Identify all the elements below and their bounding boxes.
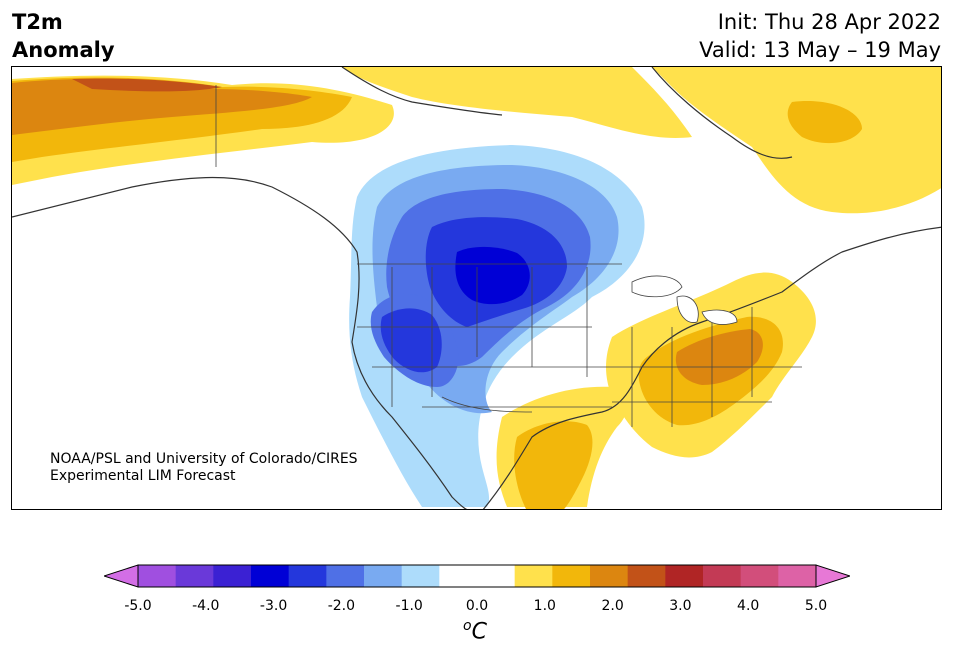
- colorbar-box: [477, 565, 516, 587]
- colorbar-extend-high: [815, 564, 850, 588]
- colorbar-tick-label: 3.0: [669, 598, 692, 614]
- colorbar-extend-low: [104, 564, 139, 588]
- colorbar-box: [627, 565, 666, 587]
- colorbar-box: [326, 565, 365, 587]
- colorbar-tick-label: 0.0: [465, 598, 489, 614]
- colorbar-box: [213, 565, 252, 587]
- title-line-2: Anomaly: [12, 38, 115, 62]
- colorbar: [104, 564, 850, 588]
- warm-southeast-orange: [675, 329, 763, 385]
- init-date: Init: Thu 28 Apr 2022: [717, 10, 941, 34]
- colorbar-box: [175, 565, 214, 587]
- colorbar-outline: [137, 564, 817, 588]
- colorbar-tick-label: 4.0: [737, 598, 760, 614]
- warm-alaska-red: [72, 78, 222, 92]
- cold-7: [455, 246, 530, 305]
- colorbar-tick-label: 1.0: [533, 598, 556, 614]
- colorbar-box: [401, 565, 440, 587]
- colorbar-tick-label: -2.0: [327, 598, 356, 614]
- colorbar-unit: oC: [463, 618, 487, 644]
- credit-line-1: NOAA/PSL and University of Colorado/CIRE…: [50, 451, 358, 467]
- colorbar-box: [778, 565, 817, 587]
- colorbar-box: [439, 565, 478, 587]
- borders: [215, 85, 802, 427]
- colorbar-box: [138, 565, 177, 587]
- warm-canada-east: [652, 67, 941, 214]
- warm-alaska-orange: [12, 79, 312, 135]
- cold-6: [380, 308, 442, 373]
- title-line-1: T2m: [12, 10, 63, 34]
- unit-letter: C: [471, 619, 487, 645]
- warm-texas-mid: [514, 421, 593, 509]
- colorbar-box: [251, 565, 290, 587]
- warm-arctic: [342, 67, 692, 138]
- map-canvas: [12, 67, 941, 509]
- colorbar-tick-label: -1.0: [395, 598, 423, 614]
- forecast-dates: Init: Thu 28 Apr 2022 Valid: 13 May – 19…: [699, 8, 941, 64]
- colorbar-box: [740, 565, 779, 587]
- colorbar-ticks: -5.0 -4.0 -3.0 -2.0 -1.0 0.0 1.0 2.0 3.0 4.0 5.0: [0, 598, 953, 618]
- warm-canada-east-mid: [787, 101, 862, 144]
- colorbar-box: [703, 565, 742, 587]
- great-lakes: [631, 275, 738, 325]
- colorbar-box: [364, 565, 403, 587]
- anomaly-map: NOAA/PSL and University of Colorado/CIRE…: [11, 66, 942, 510]
- colorbar-tick-label: -4.0: [192, 598, 220, 614]
- colorbar-box: [665, 565, 704, 587]
- colorbar-boxes: [138, 565, 817, 587]
- colorbar-tick-label: 5.0: [804, 598, 828, 614]
- valid-range: Valid: 13 May – 19 May: [699, 38, 941, 62]
- colorbar-box: [590, 565, 629, 587]
- colorbar-box: [288, 565, 327, 587]
- colorbar-tick-label: -5.0: [124, 598, 152, 614]
- unit-sup: o: [463, 618, 472, 634]
- credit-text: NOAA/PSL and University of Colorado/CIRE…: [50, 451, 358, 485]
- colorbar-tick-label: -3.0: [259, 598, 288, 614]
- map-title: T2m Anomaly: [12, 8, 115, 64]
- credit-line-2: Experimental LIM Forecast: [50, 468, 236, 484]
- colorbar-box: [514, 565, 553, 587]
- colorbar-box: [552, 565, 591, 587]
- colorbar-tick-label: 2.0: [601, 598, 624, 614]
